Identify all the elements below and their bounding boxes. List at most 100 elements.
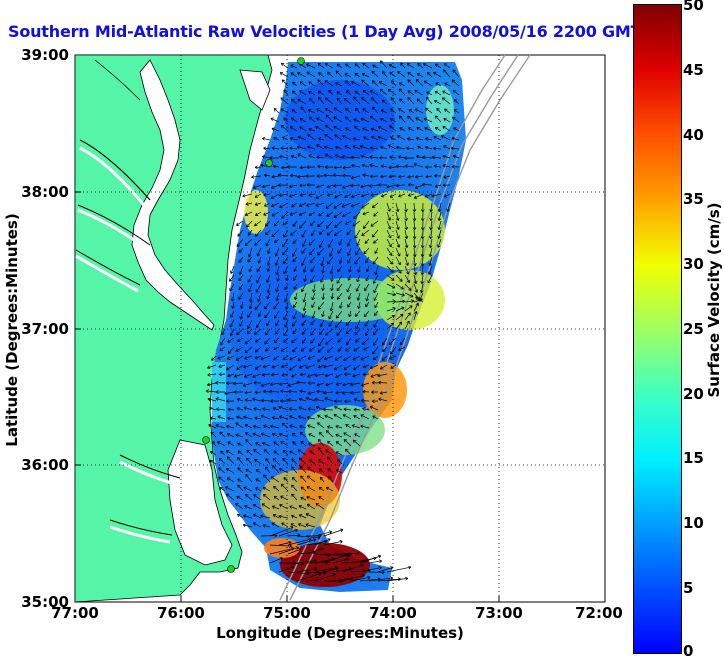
velocity-vector (333, 202, 343, 209)
velocity-vector (229, 274, 235, 282)
velocity-vector (431, 155, 442, 160)
velocity-vector (283, 117, 289, 123)
velocity-vector (450, 146, 460, 151)
velocity-vector (398, 193, 406, 198)
velocity-vector (238, 247, 244, 253)
velocity-vector (300, 475, 307, 483)
velocity-vector (272, 458, 280, 465)
velocity-vector (335, 382, 343, 386)
velocity-vector (210, 431, 217, 438)
velocity-vector (281, 422, 289, 429)
velocity-vector (286, 165, 298, 169)
velocity-vector (282, 220, 289, 226)
velocity-vector (311, 301, 316, 308)
velocity-vector (307, 391, 316, 395)
velocity-vector (346, 229, 352, 236)
velocity-vector (316, 382, 325, 387)
velocity-vector (301, 247, 307, 254)
velocity-vector (270, 184, 280, 189)
velocity-vector (306, 486, 316, 492)
velocity-vector (374, 265, 379, 276)
velocity-vector (359, 566, 382, 573)
velocity-vector (255, 478, 262, 483)
velocity-vector (444, 108, 451, 114)
velocity-vector (406, 137, 415, 141)
velocity-vector (319, 319, 325, 328)
velocity-vector (390, 364, 397, 369)
velocity-vector (386, 322, 395, 330)
velocity-vector (429, 229, 433, 240)
velocity-vector (316, 247, 325, 256)
velocity-vector (361, 79, 370, 87)
velocity-vector (254, 364, 262, 370)
colorbar-tick-label: 35 (683, 190, 704, 208)
velocity-vector (386, 256, 393, 265)
velocity-vector (415, 79, 424, 87)
velocity-vector (354, 229, 361, 239)
velocity-vector (254, 202, 262, 206)
velocity-vector (291, 109, 298, 114)
velocity-vector (266, 319, 271, 327)
velocity-vector (359, 554, 382, 564)
velocity-vector (296, 145, 307, 150)
x-tick-label: 73:00 (475, 604, 523, 622)
velocity-vector (362, 127, 370, 132)
velocity-vector (302, 310, 307, 318)
x-tick-label: 76:00 (157, 604, 205, 622)
velocity-vector (389, 136, 397, 141)
velocity-vector (224, 486, 235, 492)
velocity-vector (348, 310, 352, 318)
velocity-vector (245, 494, 253, 501)
velocity-vector (293, 292, 298, 301)
velocity-vector (381, 337, 388, 346)
velocity-vector (305, 547, 324, 555)
velocity-vector (414, 108, 424, 114)
velocity-vector (379, 60, 388, 69)
velocity-vector (265, 466, 271, 474)
velocity-vector (301, 238, 307, 247)
velocity-vector (364, 238, 370, 244)
velocity-vector (330, 283, 334, 292)
velocity-vector (388, 337, 397, 345)
velocity-vector (273, 346, 280, 351)
velocity-vector (335, 433, 343, 438)
velocity-vector (307, 373, 316, 378)
velocity-vector (306, 503, 316, 510)
velocity-vector (278, 528, 298, 537)
velocity-vector (298, 415, 307, 420)
velocity-vector (299, 193, 307, 197)
velocity-vector (270, 476, 280, 483)
velocity-vector (289, 415, 298, 420)
velocity-vector (316, 117, 325, 123)
velocity-vector (221, 328, 226, 336)
velocity-vector (290, 229, 298, 236)
velocity-vector (293, 283, 298, 290)
station-marker (202, 436, 210, 444)
velocity-vector (262, 493, 271, 501)
x-tick-label: 74:00 (369, 604, 417, 622)
velocity-vector (433, 135, 442, 141)
velocity-vector (297, 449, 307, 456)
velocity-vector (397, 135, 406, 141)
velocity-vector (413, 311, 418, 321)
velocity-vector (299, 165, 307, 170)
velocity-vector (244, 390, 253, 395)
velocity-vector (451, 79, 460, 87)
station-marker (265, 159, 273, 167)
velocity-vector (329, 301, 334, 312)
velocity-vector (407, 71, 415, 78)
velocity-vector (308, 247, 316, 256)
velocity-vector (257, 256, 262, 264)
velocity-vector (266, 274, 271, 283)
velocity-vector (317, 447, 325, 456)
velocity-vector (243, 415, 253, 420)
velocity-vector (273, 301, 280, 310)
velocity-vector (390, 108, 397, 114)
velocity-vector (343, 407, 352, 412)
velocity-vector (371, 80, 379, 87)
velocity-vector (357, 265, 361, 273)
velocity-vector (298, 406, 307, 411)
velocity-vector (276, 274, 281, 282)
velocity-vector (247, 229, 253, 236)
velocity-vector (364, 328, 370, 337)
